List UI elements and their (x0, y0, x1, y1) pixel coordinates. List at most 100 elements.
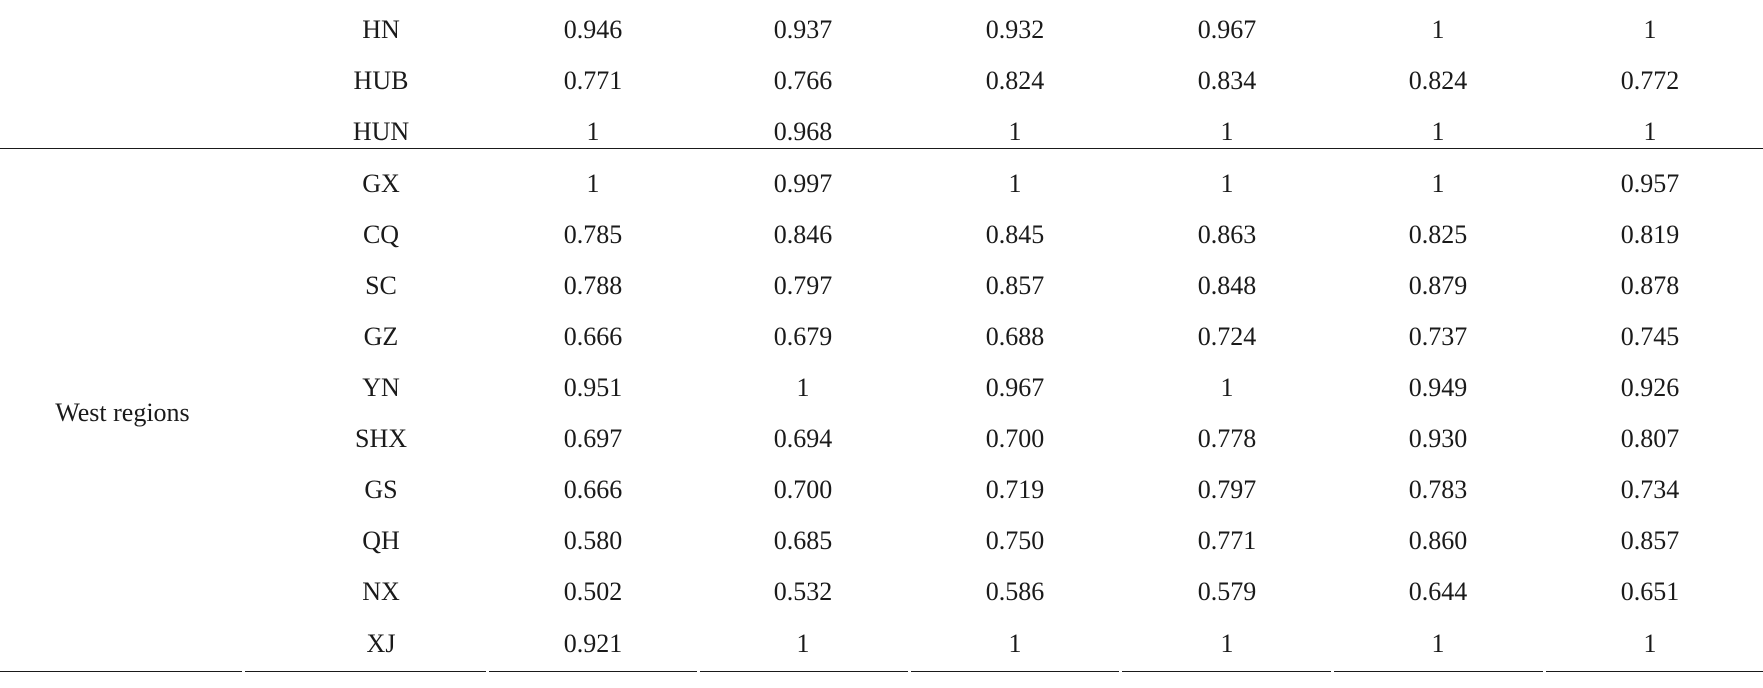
value-cell: 0.737 (1408, 322, 1468, 351)
bottom-rule-segment (489, 671, 697, 672)
value-cell: 0.932 (985, 15, 1045, 44)
value-cell: 0.845 (985, 220, 1045, 249)
value-cell: 0.734 (1620, 475, 1680, 504)
region-code-cell: CQ (362, 220, 400, 249)
group-label-west-regions: West regions (55, 398, 190, 427)
table-row: GZ 0.666 0.679 0.688 0.724 0.737 0.745 (0, 311, 1763, 362)
value-cell: 0.700 (773, 475, 833, 504)
value-cell: 0.772 (1620, 66, 1680, 95)
value-cell: 0.694 (773, 424, 833, 453)
bottom-rule-segment (1546, 671, 1763, 672)
value-cell: 0.580 (563, 526, 623, 555)
value-cell: 0.879 (1408, 271, 1468, 300)
region-code-cell: SHX (354, 424, 407, 453)
value-cell: 1 (586, 169, 600, 198)
value-cell: 1 (1643, 15, 1657, 44)
value-cell: 0.797 (773, 271, 833, 300)
bottom-rule-segment (0, 671, 242, 672)
value-cell: 0.824 (1408, 66, 1468, 95)
value-cell: 0.788 (563, 271, 623, 300)
region-code-cell: GZ (363, 322, 399, 351)
value-cell: 0.863 (1197, 220, 1257, 249)
value-cell: 0.766 (773, 66, 833, 95)
value-cell: 0.666 (563, 475, 623, 504)
value-cell: 0.807 (1620, 424, 1680, 453)
value-cell: 1 (1008, 169, 1022, 198)
region-code-cell: XJ (366, 629, 396, 658)
value-cell: 0.968 (773, 117, 833, 146)
value-cell: 0.824 (985, 66, 1045, 95)
value-cell: 0.697 (563, 424, 623, 453)
value-cell: 0.937 (773, 15, 833, 44)
value-cell: 0.651 (1620, 577, 1680, 606)
value-cell: 1 (1643, 117, 1657, 146)
region-code-cell: GX (362, 169, 400, 198)
value-cell: 0.857 (1620, 526, 1680, 555)
value-cell: 0.666 (563, 322, 623, 351)
value-cell: 0.848 (1197, 271, 1257, 300)
value-cell: 1 (1220, 629, 1234, 658)
region-code-cell: NX (362, 577, 400, 606)
region-code-cell: HUB (353, 66, 409, 95)
value-cell: 0.951 (563, 373, 623, 402)
value-cell: 1 (586, 117, 600, 146)
value-cell: 0.785 (563, 220, 623, 249)
value-cell: 0.878 (1620, 271, 1680, 300)
value-cell: 0.946 (563, 15, 623, 44)
value-cell: 1 (1431, 117, 1445, 146)
value-cell: 1 (1431, 169, 1445, 198)
value-cell: 0.502 (563, 577, 623, 606)
value-cell: 0.797 (1197, 475, 1257, 504)
region-code-cell: HN (362, 15, 400, 44)
table-row: HUB 0.771 0.766 0.824 0.834 0.824 0.772 (0, 55, 1763, 106)
bottom-rule-segment (1122, 671, 1331, 672)
value-cell: 1 (796, 629, 810, 658)
value-cell: 0.685 (773, 526, 833, 555)
value-cell: 0.957 (1620, 169, 1680, 198)
value-cell: 0.771 (1197, 526, 1257, 555)
value-cell: 0.532 (773, 577, 833, 606)
value-cell: 0.846 (773, 220, 833, 249)
value-cell: 0.778 (1197, 424, 1257, 453)
region-code-cell: HUN (352, 117, 410, 146)
region-code-cell: SC (365, 271, 397, 300)
table-row: CQ 0.785 0.846 0.845 0.863 0.825 0.819 (0, 209, 1763, 260)
value-cell: 1 (1008, 629, 1022, 658)
value-cell: 0.857 (985, 271, 1045, 300)
value-cell: 1 (1643, 629, 1657, 658)
value-cell: 0.579 (1197, 577, 1257, 606)
value-cell: 1 (1431, 629, 1445, 658)
value-cell: 0.688 (985, 322, 1045, 351)
value-cell: 0.700 (985, 424, 1045, 453)
value-cell: 0.719 (985, 475, 1045, 504)
value-cell: 0.949 (1408, 373, 1468, 402)
table-row: GX 1 0.997 1 1 1 0.957 (0, 158, 1763, 209)
value-cell: 0.745 (1620, 322, 1680, 351)
value-cell: 0.679 (773, 322, 833, 351)
value-cell: 0.930 (1408, 424, 1468, 453)
table-row: HUN 1 0.968 1 1 1 1 (0, 106, 1763, 157)
value-cell: 0.771 (563, 66, 623, 95)
region-code-cell: QH (362, 526, 400, 555)
value-cell: 0.750 (985, 526, 1045, 555)
table-row: YN 0.951 1 0.967 1 0.949 0.926 (0, 362, 1763, 413)
group-divider-line (0, 148, 1763, 149)
region-code-cell: GS (364, 475, 398, 504)
value-cell: 1 (796, 373, 810, 402)
table-row: SHX 0.697 0.694 0.700 0.778 0.930 0.807 (0, 413, 1763, 464)
value-cell: 0.834 (1197, 66, 1257, 95)
value-cell: 1 (1220, 169, 1234, 198)
value-cell: 0.724 (1197, 322, 1257, 351)
value-cell: 0.860 (1408, 526, 1468, 555)
value-cell: 0.997 (773, 169, 833, 198)
table-row: GS 0.666 0.700 0.719 0.797 0.783 0.734 (0, 464, 1763, 515)
value-cell: 0.921 (563, 629, 623, 658)
table-row: QH 0.580 0.685 0.750 0.771 0.860 0.857 (0, 515, 1763, 566)
value-cell: 0.967 (985, 373, 1045, 402)
value-cell: 1 (1431, 15, 1445, 44)
bottom-rule-segment (700, 671, 908, 672)
value-cell: 0.967 (1197, 15, 1257, 44)
value-cell: 0.825 (1408, 220, 1468, 249)
table-row: XJ 0.921 1 1 1 1 1 (0, 618, 1763, 669)
